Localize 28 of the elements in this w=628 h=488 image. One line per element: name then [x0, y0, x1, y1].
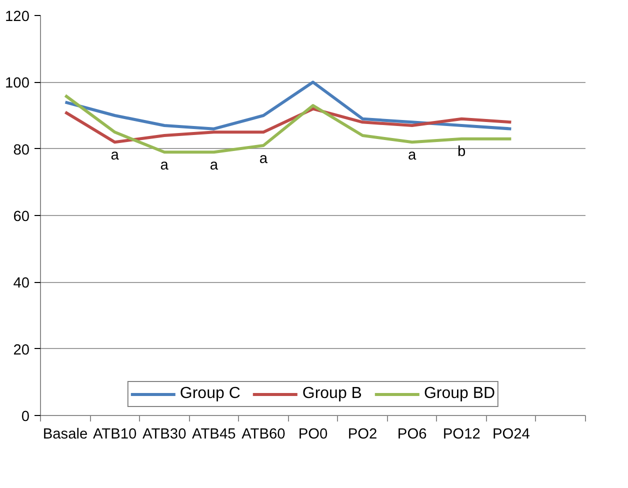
annotation: a	[408, 148, 418, 164]
x-tick-label: ATB10	[92, 426, 137, 442]
annotation: b	[458, 144, 466, 160]
x-tick-label: ATB30	[142, 426, 186, 442]
x-tick-label: ATB45	[192, 426, 236, 442]
y-tick-label: 120	[5, 9, 30, 25]
x-tick-label: PO2	[348, 426, 378, 442]
y-tick-label: 60	[13, 209, 30, 225]
x-tick-label: PO0	[298, 426, 328, 442]
x-tick-label: PO6	[397, 426, 427, 442]
annotation: a	[210, 158, 219, 174]
line-series	[64, 107, 513, 144]
annotation: a	[110, 148, 120, 164]
y-tick-label: 80	[13, 142, 30, 158]
y-tick-label: 40	[13, 276, 30, 292]
x-tick-label: PO12	[442, 426, 480, 442]
x-tick-label: ATB60	[242, 426, 286, 442]
x-tick-label: Basale	[42, 426, 88, 442]
y-tick-label: 20	[13, 342, 30, 358]
y-tick-label: 100	[5, 76, 30, 92]
annotation: a	[160, 158, 170, 174]
legend-label: Group C	[180, 385, 240, 403]
line-series	[64, 80, 513, 130]
annotation: a	[259, 150, 268, 167]
y-tick-label: 0	[21, 409, 30, 425]
x-tick-label: PO24	[492, 426, 530, 442]
legend-label: Group B	[302, 385, 362, 403]
legend-label: Group BD	[424, 385, 496, 403]
